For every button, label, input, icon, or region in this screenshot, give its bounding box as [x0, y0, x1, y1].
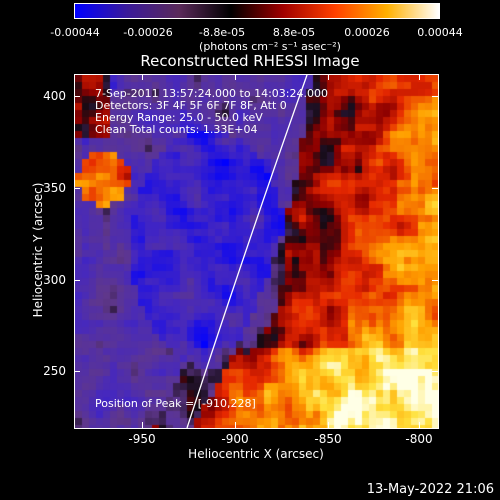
y-tick-mark	[432, 188, 438, 189]
y-tick-mark	[74, 280, 80, 281]
clean-counts-label: Clean Total counts: 1.33E+04	[95, 123, 258, 136]
x-tick-label: -950	[128, 432, 156, 446]
colorbar-tick-label: 8.8e-05	[272, 26, 316, 39]
y-tick-mark	[74, 96, 80, 97]
rhessi-image: 7-Sep-2011 13:57:24.000 to 14:03:24.000 …	[74, 74, 439, 429]
y-tick-mark	[74, 188, 80, 189]
y-axis-label: Heliocentric Y (arcsec)	[31, 182, 45, 318]
y-tick-label: 300	[43, 273, 66, 287]
time-range-label: 7-Sep-2011 13:57:24.000 to 14:03:24.000	[95, 87, 328, 100]
colorbar	[74, 3, 440, 19]
colorbar-tick-label: 0.00026	[344, 26, 390, 39]
y-tick-mark	[432, 96, 438, 97]
peak-position-label: Position of Peak = [-910,228]	[95, 397, 256, 410]
plot-title: Reconstructed RHESSI Image	[140, 52, 360, 70]
x-tick-label: -900	[221, 432, 249, 446]
colorbar-tick-label: -0.00026	[123, 26, 173, 39]
y-tick-label: 350	[43, 181, 66, 195]
x-tick-mark	[419, 74, 420, 80]
x-tick-mark	[328, 422, 329, 428]
timestamp: 13-May-2022 21:06	[366, 482, 494, 497]
x-tick-mark	[328, 74, 329, 80]
solar-limb-line	[186, 75, 308, 428]
y-tick-label: 250	[43, 364, 66, 378]
energy-range-label: Energy Range: 25.0 - 50.0 keV	[95, 111, 263, 124]
x-tick-mark	[235, 74, 236, 80]
x-tick-mark	[142, 422, 143, 428]
x-tick-mark	[419, 422, 420, 428]
colorbar-tick-label: -8.8e-05	[198, 26, 246, 39]
colorbar-units: (photons cm⁻² s⁻¹ asec⁻²)	[199, 40, 341, 53]
detectors-label: Detectors: 3F 4F 5F 6F 7F 8F, Att 0	[95, 99, 287, 112]
colorbar-tick-label: -0.00044	[50, 26, 100, 39]
x-tick-label: -850	[314, 432, 342, 446]
y-tick-mark	[74, 371, 80, 372]
x-tick-label: -800	[405, 432, 433, 446]
heatmap	[75, 75, 438, 428]
y-tick-mark	[432, 280, 438, 281]
y-tick-label: 400	[43, 89, 66, 103]
x-tick-mark	[142, 74, 143, 80]
colorbar-tick-label: 0.00044	[417, 26, 463, 39]
x-axis-label: Heliocentric X (arcsec)	[188, 447, 324, 461]
x-tick-mark	[235, 422, 236, 428]
y-tick-mark	[432, 371, 438, 372]
